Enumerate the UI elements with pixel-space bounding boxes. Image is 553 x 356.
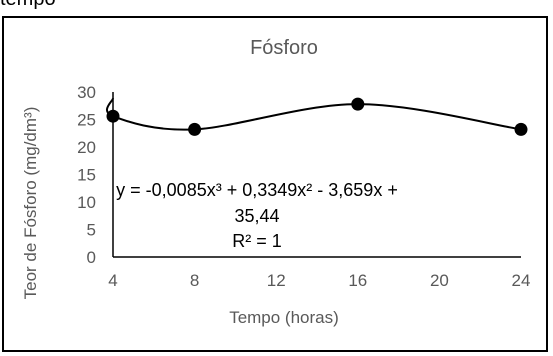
x-axis-label: Tempo (horas) (229, 308, 339, 327)
trendline-equation-line1: y = -0,0085x³ + 0,3349x² - 3,659x + (116, 180, 398, 200)
y-tick-label: 0 (87, 248, 96, 267)
chart-title: Fósforo (250, 37, 318, 59)
x-tick-label: 8 (190, 271, 199, 290)
data-point (106, 109, 120, 123)
top-caption: tempo (0, 0, 56, 11)
y-tick-label: 5 (87, 221, 96, 240)
x-tick-labels: 4 8 12 16 20 24 (108, 271, 530, 290)
x-tick-label: 24 (512, 271, 531, 290)
x-tick-label: 4 (108, 271, 117, 290)
y-axis-label: Teor de Fósforo (mg/dm³) (21, 107, 40, 300)
y-tick-label: 30 (77, 83, 96, 102)
trendline-equation-line2: 35,44 (234, 206, 279, 226)
x-tick-label: 16 (348, 271, 367, 290)
data-points (106, 97, 528, 136)
y-tick-label: 15 (77, 166, 96, 185)
x-tick-label: 12 (267, 271, 286, 290)
data-point (188, 122, 202, 136)
trendline (106, 97, 522, 131)
data-point (514, 122, 528, 136)
y-tick-label: 20 (77, 138, 96, 157)
x-tick-label: 20 (430, 271, 449, 290)
y-tick-label: 10 (77, 193, 96, 212)
trendline-r-squared: R² = 1 (232, 231, 282, 251)
y-tick-labels: 0 5 10 15 20 25 30 (77, 83, 96, 267)
chart-frame (2, 16, 548, 352)
y-tick-label: 25 (77, 111, 96, 130)
data-point (351, 97, 365, 111)
